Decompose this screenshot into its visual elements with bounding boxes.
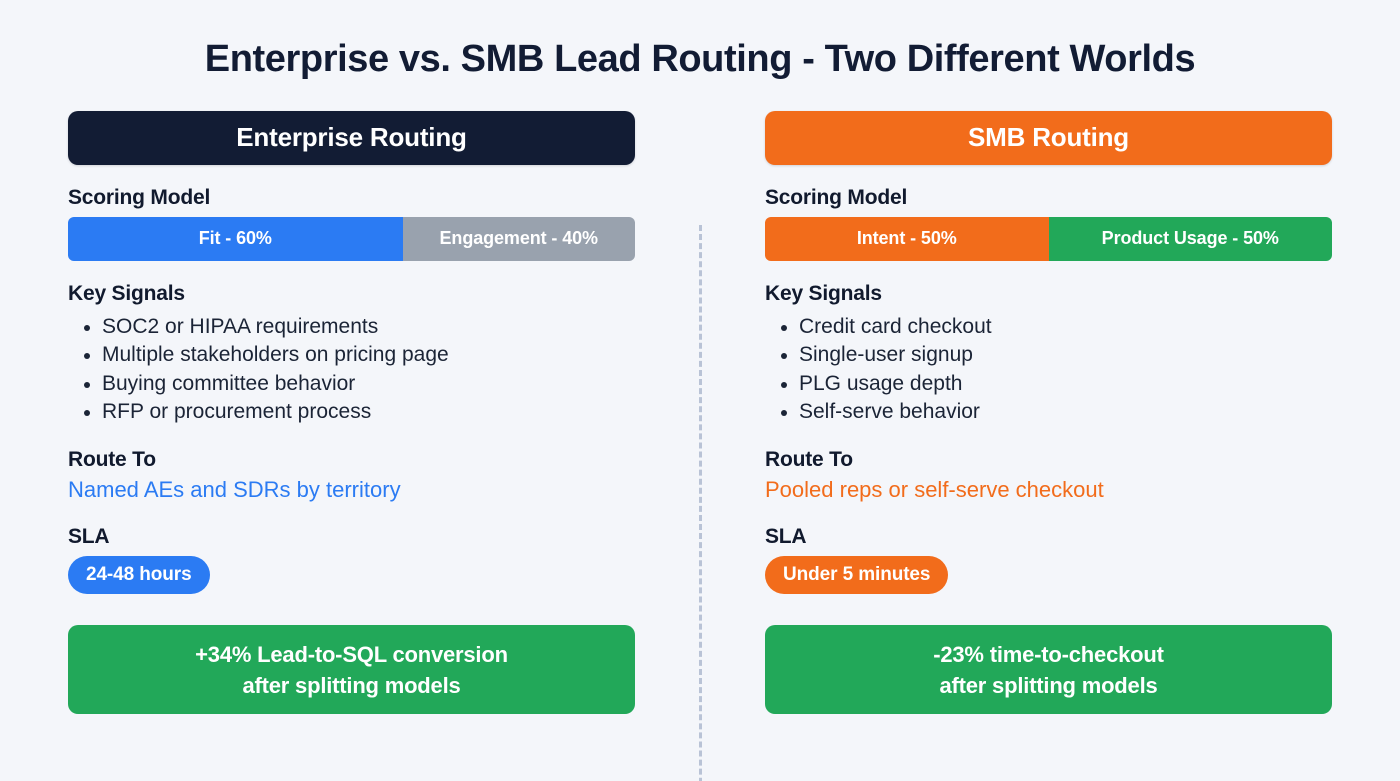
column-divider <box>699 224 702 781</box>
scoring-segment-fit: Fit - 60% <box>68 216 403 261</box>
key-signals-label-smb: Key Signals <box>765 281 882 305</box>
result-line-2: after splitting models <box>939 672 1158 698</box>
result-callout-enterprise: +34% Lead-to-SQL conversion after splitt… <box>68 625 635 715</box>
result-line-1: -23% time-to-checkout <box>933 641 1164 667</box>
list-item: Single-user signup <box>765 341 1332 370</box>
scoring-model-label-smb: Scoring Model <box>765 185 908 209</box>
signals-list-smb: Credit card checkout Single-user signup … <box>765 313 1332 427</box>
scoring-bar-smb: Intent - 50% Product Usage - 50% <box>765 216 1332 261</box>
column-smb: SMB Routing Scoring Model Intent - 50% P… <box>765 110 1332 715</box>
column-header-label: Enterprise Routing <box>236 122 467 153</box>
list-item: PLG usage depth <box>765 370 1332 399</box>
status-badge-sla-enterprise: 24-48 hours <box>68 556 210 595</box>
key-signals-label-enterprise: Key Signals <box>68 281 185 305</box>
scoring-segment-label: Product Usage - 50% <box>1101 228 1279 249</box>
list-item: Credit card checkout <box>765 313 1332 342</box>
status-badge-sla-smb: Under 5 minutes <box>765 556 949 595</box>
signals-list-enterprise: SOC2 or HIPAA requirements Multiple stak… <box>68 313 635 427</box>
column-header-label: SMB Routing <box>968 122 1129 153</box>
route-to-label-enterprise: Route To <box>68 448 156 472</box>
list-item: RFP or procurement process <box>68 398 635 427</box>
list-item: Self-serve behavior <box>765 398 1332 427</box>
list-item: Multiple stakeholders on pricing page <box>68 341 635 370</box>
scoring-segment-label: Intent - 50% <box>856 228 957 249</box>
route-to-value-smb: Pooled reps or self-serve checkout <box>765 477 1104 503</box>
result-line-1: +34% Lead-to-SQL conversion <box>195 641 508 667</box>
page-title: Enterprise vs. SMB Lead Routing - Two Di… <box>204 38 1196 80</box>
scoring-segment-engagement: Engagement - 40% <box>402 216 635 261</box>
result-callout-smb: -23% time-to-checkout after splitting mo… <box>765 625 1332 715</box>
scoring-segment-label: Fit - 60% <box>198 228 272 249</box>
route-to-value-enterprise: Named AEs and SDRs by territory <box>68 477 401 503</box>
sla-label-smb: SLA <box>765 525 807 549</box>
column-header-enterprise: Enterprise Routing <box>68 110 635 165</box>
list-item: SOC2 or HIPAA requirements <box>68 313 635 342</box>
column-enterprise: Enterprise Routing Scoring Model Fit - 6… <box>68 110 635 715</box>
result-line-2: after splitting models <box>242 672 461 698</box>
list-item: Buying committee behavior <box>68 370 635 399</box>
scoring-model-label-enterprise: Scoring Model <box>68 185 211 209</box>
route-to-label-smb: Route To <box>765 448 853 472</box>
scoring-segment-product-usage: Product Usage - 50% <box>1048 216 1332 261</box>
sla-label-enterprise: SLA <box>68 525 110 549</box>
scoring-bar-enterprise: Fit - 60% Engagement - 40% <box>68 216 635 261</box>
scoring-segment-label: Engagement - 40% <box>439 228 599 249</box>
scoring-segment-intent: Intent - 50% <box>765 216 1049 261</box>
comparison-columns: Enterprise Routing Scoring Model Fit - 6… <box>0 110 1400 781</box>
column-header-smb: SMB Routing <box>765 110 1332 165</box>
